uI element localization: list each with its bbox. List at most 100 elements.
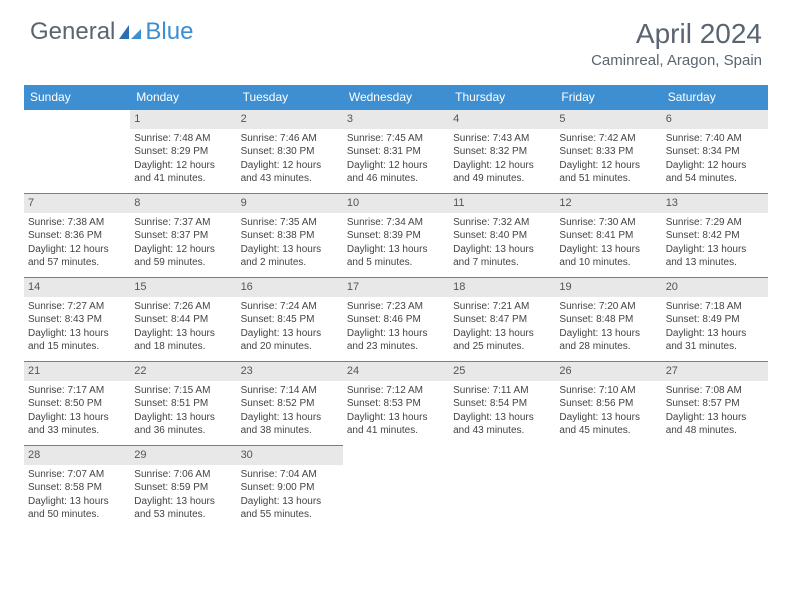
day-detail: Sunrise: 7:35 AM [241,216,339,230]
day-number: 5 [555,110,661,129]
day-number: 17 [343,278,449,297]
day-detail: Sunrise: 7:29 AM [666,216,764,230]
day-number: 8 [130,194,236,213]
calendar-cell: 10Sunrise: 7:34 AMSunset: 8:39 PMDayligh… [343,194,449,278]
day-detail: Sunrise: 7:46 AM [241,132,339,146]
day-detail: Daylight: 12 hours and 59 minutes. [134,243,232,270]
day-detail: Daylight: 13 hours and 20 minutes. [241,327,339,354]
day-detail: Sunrise: 7:40 AM [666,132,764,146]
day-detail: Daylight: 13 hours and 36 minutes. [134,411,232,438]
day-detail: Sunset: 8:57 PM [666,397,764,411]
day-detail: Daylight: 13 hours and 50 minutes. [28,495,126,522]
day-number: 9 [237,194,343,213]
calendar-cell: 5Sunrise: 7:42 AMSunset: 8:33 PMDaylight… [555,110,661,194]
day-number: 2 [237,110,343,129]
day-detail: Daylight: 13 hours and 48 minutes. [666,411,764,438]
day-detail: Sunrise: 7:26 AM [134,300,232,314]
day-number: 19 [555,278,661,297]
day-detail: Sunset: 8:38 PM [241,229,339,243]
calendar-cell: 23Sunrise: 7:14 AMSunset: 8:52 PMDayligh… [237,362,343,446]
calendar-cell: 6Sunrise: 7:40 AMSunset: 8:34 PMDaylight… [662,110,768,194]
calendar-cell: 3Sunrise: 7:45 AMSunset: 8:31 PMDaylight… [343,110,449,194]
day-detail: Daylight: 13 hours and 43 minutes. [453,411,551,438]
day-detail: Sunrise: 7:48 AM [134,132,232,146]
day-detail: Daylight: 13 hours and 10 minutes. [559,243,657,270]
day-detail: Sunset: 8:36 PM [28,229,126,243]
month-title: April 2024 [591,18,762,50]
calendar-cell [662,446,768,530]
day-detail: Sunrise: 7:43 AM [453,132,551,146]
day-detail: Daylight: 13 hours and 53 minutes. [134,495,232,522]
day-detail: Daylight: 13 hours and 5 minutes. [347,243,445,270]
day-detail: Daylight: 13 hours and 55 minutes. [241,495,339,522]
day-detail: Sunrise: 7:06 AM [134,468,232,482]
day-detail: Sunrise: 7:11 AM [453,384,551,398]
day-detail: Sunset: 8:42 PM [666,229,764,243]
calendar-cell [343,446,449,530]
calendar-cell: 17Sunrise: 7:23 AMSunset: 8:46 PMDayligh… [343,278,449,362]
day-number: 10 [343,194,449,213]
calendar-cell: 2 Sunrise: 7:46 AMSunset: 8:30 PMDaylight… [237,110,343,194]
calendar-table: SundayMondayTuesdayWednesdayThursdayFrid… [24,85,768,530]
day-detail: Daylight: 12 hours and 43 minutes. [241,159,339,186]
day-detail: Daylight: 12 hours and 57 minutes. [28,243,126,270]
day-detail: Sunset: 8:40 PM [453,229,551,243]
calendar-cell [555,446,661,530]
day-detail: Sunset: 8:59 PM [134,481,232,495]
day-detail: Sunrise: 7:27 AM [28,300,126,314]
day-detail: Daylight: 13 hours and 38 minutes. [241,411,339,438]
day-detail: Sunrise: 7:08 AM [666,384,764,398]
calendar-cell: 16Sunrise: 7:24 AMSunset: 8:45 PMDayligh… [237,278,343,362]
day-detail: Sunrise: 7:45 AM [347,132,445,146]
calendar-cell [449,446,555,530]
day-detail: Sunset: 8:50 PM [28,397,126,411]
day-number: 23 [237,362,343,381]
day-detail: Sunset: 8:34 PM [666,145,764,159]
day-detail: Sunrise: 7:32 AM [453,216,551,230]
day-detail: Daylight: 12 hours and 41 minutes. [134,159,232,186]
day-number: 14 [24,278,130,297]
weekday-header: Wednesday [343,85,449,110]
day-detail: Sunrise: 7:42 AM [559,132,657,146]
day-detail: Daylight: 12 hours and 46 minutes. [347,159,445,186]
day-detail: Daylight: 12 hours and 51 minutes. [559,159,657,186]
calendar-cell: 13 Sunrise: 7:29 AMSunset: 8:42 PMDayligh… [662,194,768,278]
day-number: 18 [449,278,555,297]
day-detail: Sunset: 8:43 PM [28,313,126,327]
day-detail: Sunset: 8:51 PM [134,397,232,411]
day-detail: Daylight: 13 hours and 13 minutes. [666,243,764,270]
day-detail: Sunrise: 7:24 AM [241,300,339,314]
calendar-cell: 15Sunrise: 7:26 AMSunset: 8:44 PMDayligh… [130,278,236,362]
calendar-cell: 29Sunrise: 7:06 AMSunset: 8:59 PMDayligh… [130,446,236,530]
day-detail: Sunset: 8:41 PM [559,229,657,243]
day-detail: Sunset: 8:44 PM [134,313,232,327]
day-number: 24 [343,362,449,381]
day-number: 13 [662,194,768,213]
day-number: 7 [24,194,130,213]
day-number: 11 [449,194,555,213]
day-number: 1 [130,110,236,129]
day-detail: Sunset: 8:32 PM [453,145,551,159]
day-number: 20 [662,278,768,297]
calendar-row: 7Sunrise: 7:38 AMSunset: 8:36 PMDaylight… [24,194,768,278]
day-detail: Sunrise: 7:17 AM [28,384,126,398]
day-detail: Sunrise: 7:21 AM [453,300,551,314]
day-detail: Daylight: 13 hours and 33 minutes. [28,411,126,438]
calendar-cell: 19Sunrise: 7:20 AMSunset: 8:48 PMDayligh… [555,278,661,362]
day-detail: Sunset: 8:46 PM [347,313,445,327]
location: Caminreal, Aragon, Spain [591,52,762,69]
day-number: 30 [237,446,343,465]
calendar-header: SundayMondayTuesdayWednesdayThursdayFrid… [24,85,768,110]
day-detail: Sunset: 8:30 PM [241,145,339,159]
day-number: 16 [237,278,343,297]
day-number: 27 [662,362,768,381]
calendar-cell: 25Sunrise: 7:11 AMSunset: 8:54 PMDayligh… [449,362,555,446]
day-detail: Sunrise: 7:10 AM [559,384,657,398]
day-detail: Sunset: 8:53 PM [347,397,445,411]
calendar-cell: 30Sunrise: 7:04 AMSunset: 9:00 PMDayligh… [237,446,343,530]
day-detail: Sunset: 8:49 PM [666,313,764,327]
day-detail: Daylight: 13 hours and 28 minutes. [559,327,657,354]
day-number: 22 [130,362,236,381]
day-number: 4 [449,110,555,129]
day-detail: Daylight: 13 hours and 7 minutes. [453,243,551,270]
